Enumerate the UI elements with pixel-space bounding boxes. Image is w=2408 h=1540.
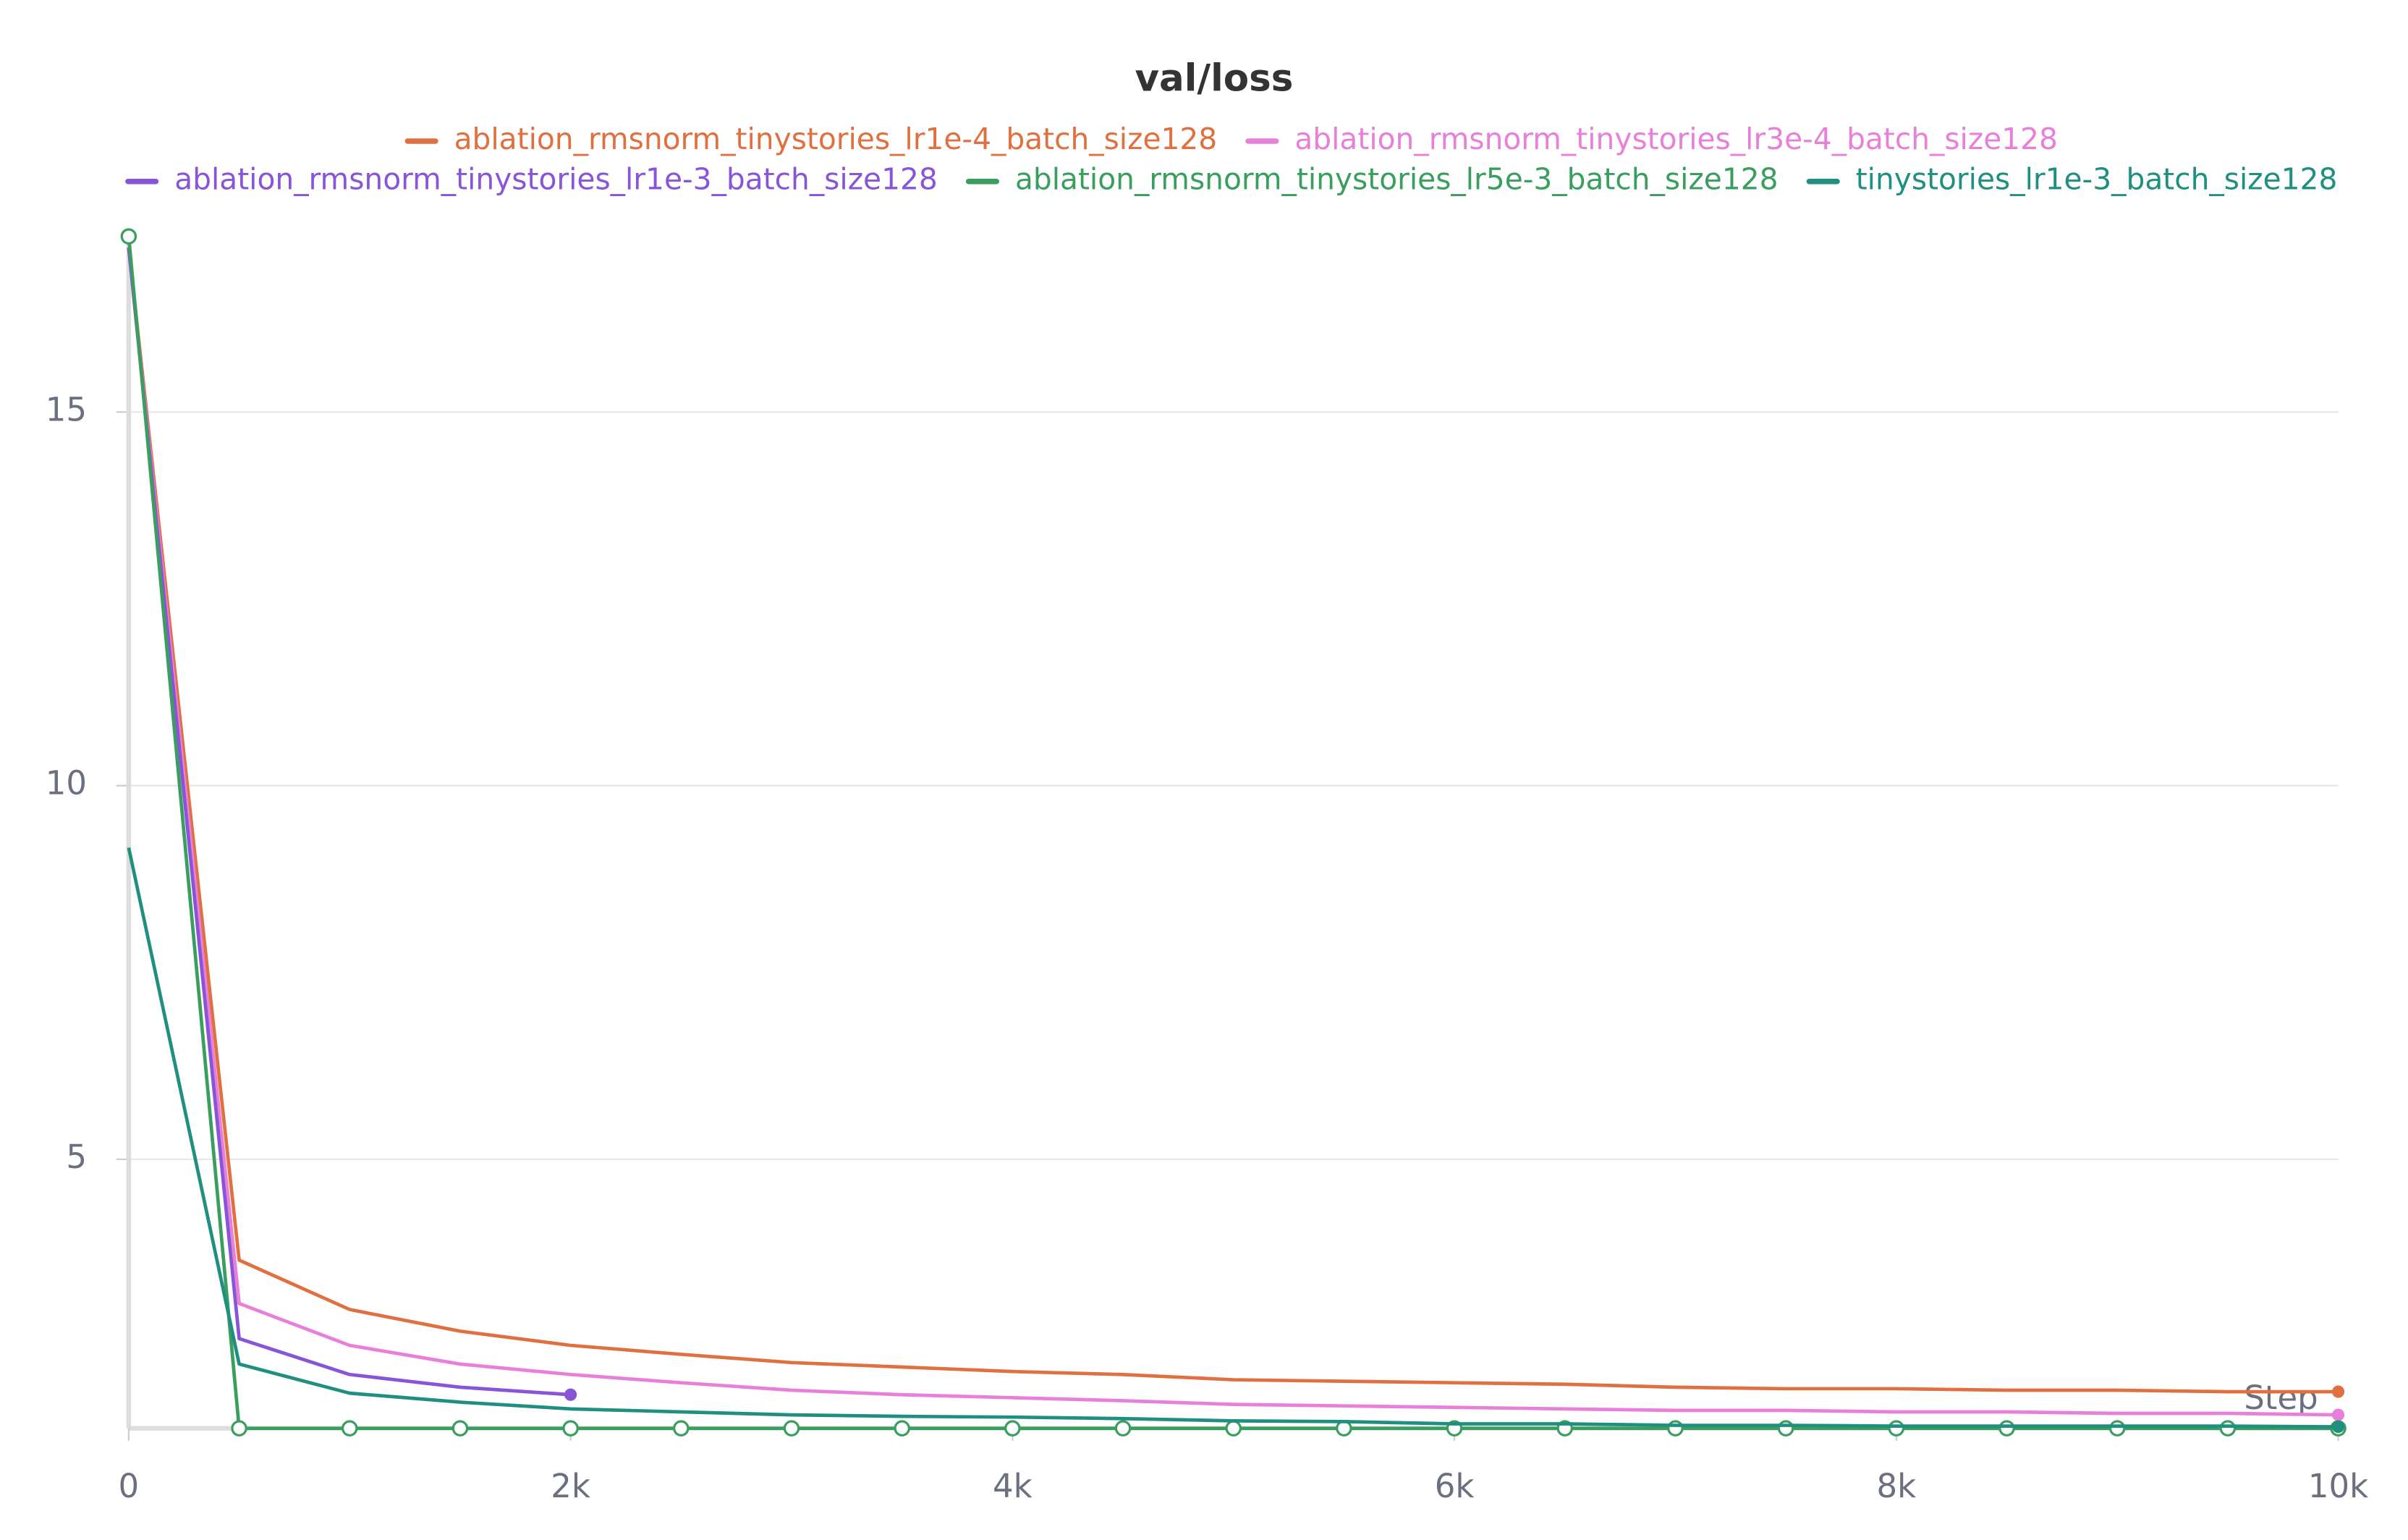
point bbox=[894, 1420, 910, 1437]
point bbox=[1998, 1420, 2015, 1437]
point bbox=[1225, 1420, 1242, 1437]
point bbox=[120, 228, 137, 245]
point bbox=[673, 1420, 690, 1437]
point bbox=[2219, 1420, 2237, 1437]
legend-row: ablation_rmsnorm_tinystories_lr1e-3_batc… bbox=[125, 162, 2338, 197]
series-line bbox=[127, 247, 2339, 1417]
legend-label: ablation_rmsnorm_tinystories_lr1e-4_batc… bbox=[454, 122, 1218, 156]
end-point bbox=[2331, 1408, 2345, 1421]
point bbox=[783, 1420, 800, 1437]
x-tick-label: 2k bbox=[551, 1467, 590, 1505]
x-axis-label: Step bbox=[2244, 1379, 2318, 1417]
point bbox=[1777, 1420, 1794, 1437]
legend-row: ablation_rmsnorm_tinystories_lr1e-4_batc… bbox=[404, 122, 2058, 156]
x-tick-label: 4k bbox=[993, 1467, 1033, 1505]
point bbox=[2108, 1420, 2126, 1437]
point bbox=[231, 1420, 247, 1437]
series-line bbox=[127, 247, 2339, 1394]
end-point bbox=[2331, 1385, 2345, 1398]
point bbox=[341, 1420, 358, 1437]
series-line bbox=[127, 847, 2339, 1429]
x-tick-label: 6k bbox=[1435, 1467, 1475, 1505]
legend-label: ablation_rmsnorm_tinystories_lr3e-4_batc… bbox=[1294, 122, 2058, 156]
series-line bbox=[127, 236, 2339, 1431]
legend-label: ablation_rmsnorm_tinystories_lr5e-3_batc… bbox=[1015, 162, 1779, 197]
series-line bbox=[127, 247, 571, 1397]
legend-label: tinystories_lr1e-3_batch_size128 bbox=[1856, 162, 2338, 197]
point bbox=[562, 1420, 579, 1437]
y-tick-label: 5 bbox=[66, 1138, 87, 1176]
y-tick-label: 10 bbox=[46, 764, 87, 803]
point bbox=[1336, 1420, 1352, 1437]
y-tick-label: 15 bbox=[46, 390, 87, 428]
x-tick-label: 10k bbox=[2308, 1467, 2368, 1505]
chart-title: val/loss bbox=[1135, 56, 1294, 100]
point bbox=[1667, 1420, 1684, 1437]
x-tick-label: 0 bbox=[119, 1467, 140, 1505]
point bbox=[452, 1420, 469, 1437]
point bbox=[1888, 1420, 1905, 1437]
end-point bbox=[2331, 1421, 2345, 1434]
point bbox=[1004, 1420, 1021, 1437]
point bbox=[1114, 1420, 1132, 1437]
x-tick-label: 8k bbox=[1876, 1467, 1916, 1505]
end-point bbox=[564, 1388, 577, 1401]
legend-label: ablation_rmsnorm_tinystories_lr1e-3_batc… bbox=[174, 162, 938, 197]
